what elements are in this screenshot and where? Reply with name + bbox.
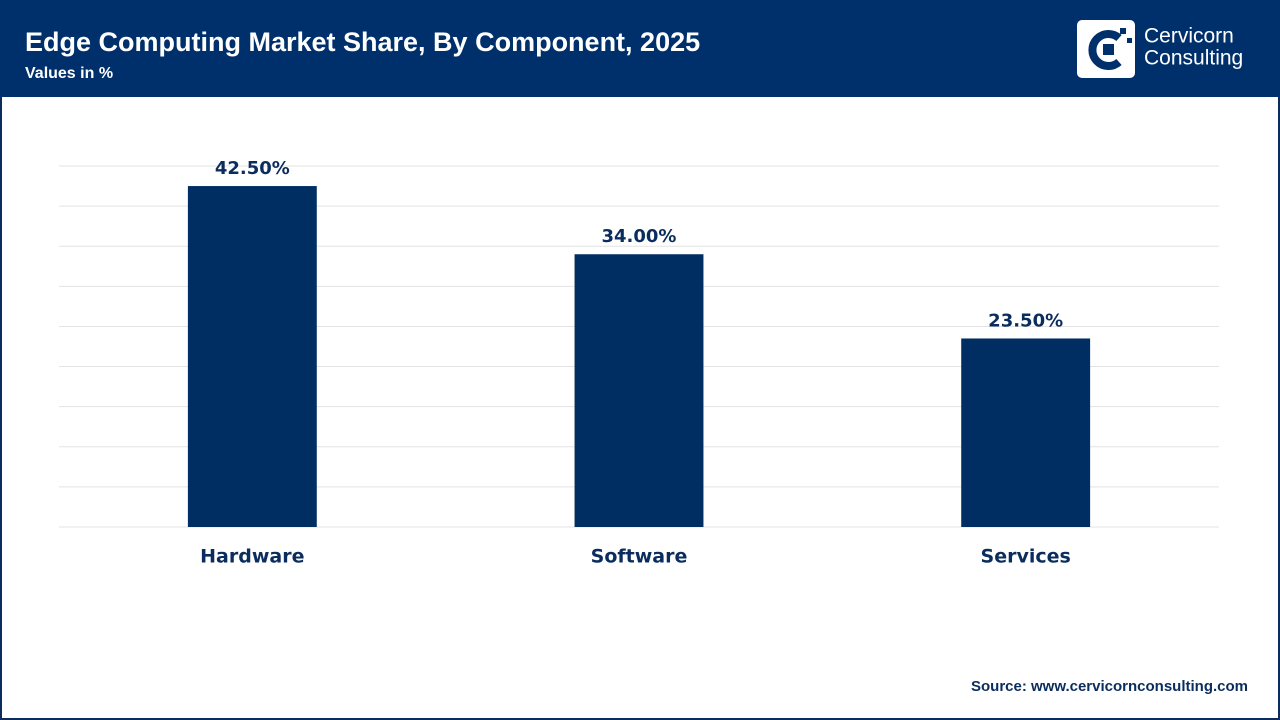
x-tick-label: Hardware [200, 546, 304, 568]
value-label: 42.50% [215, 158, 290, 179]
chart-title: Edge Computing Market Share, By Componen… [25, 27, 700, 57]
logo-dot [1120, 28, 1126, 34]
header [0, 0, 1280, 97]
brand-name: Cervicorn [1144, 25, 1234, 48]
logo: Cervicorn Consulting [1077, 20, 1243, 78]
brand-name: Consulting [1144, 47, 1243, 70]
bar [187, 186, 317, 528]
logo-mark [1088, 30, 1122, 70]
chart-subtitle: Values in % [25, 65, 113, 82]
x-tick-label: Services [981, 546, 1071, 568]
value-label: 34.00% [602, 226, 677, 247]
x-tick-label: Software [591, 546, 688, 568]
bar [574, 254, 704, 527]
source: Source: www.cervicornconsulting.com [971, 678, 1248, 695]
logo-dot [1127, 38, 1132, 43]
value-label: 23.50% [988, 310, 1063, 331]
bar [961, 338, 1091, 527]
logo-dot [1103, 44, 1114, 55]
